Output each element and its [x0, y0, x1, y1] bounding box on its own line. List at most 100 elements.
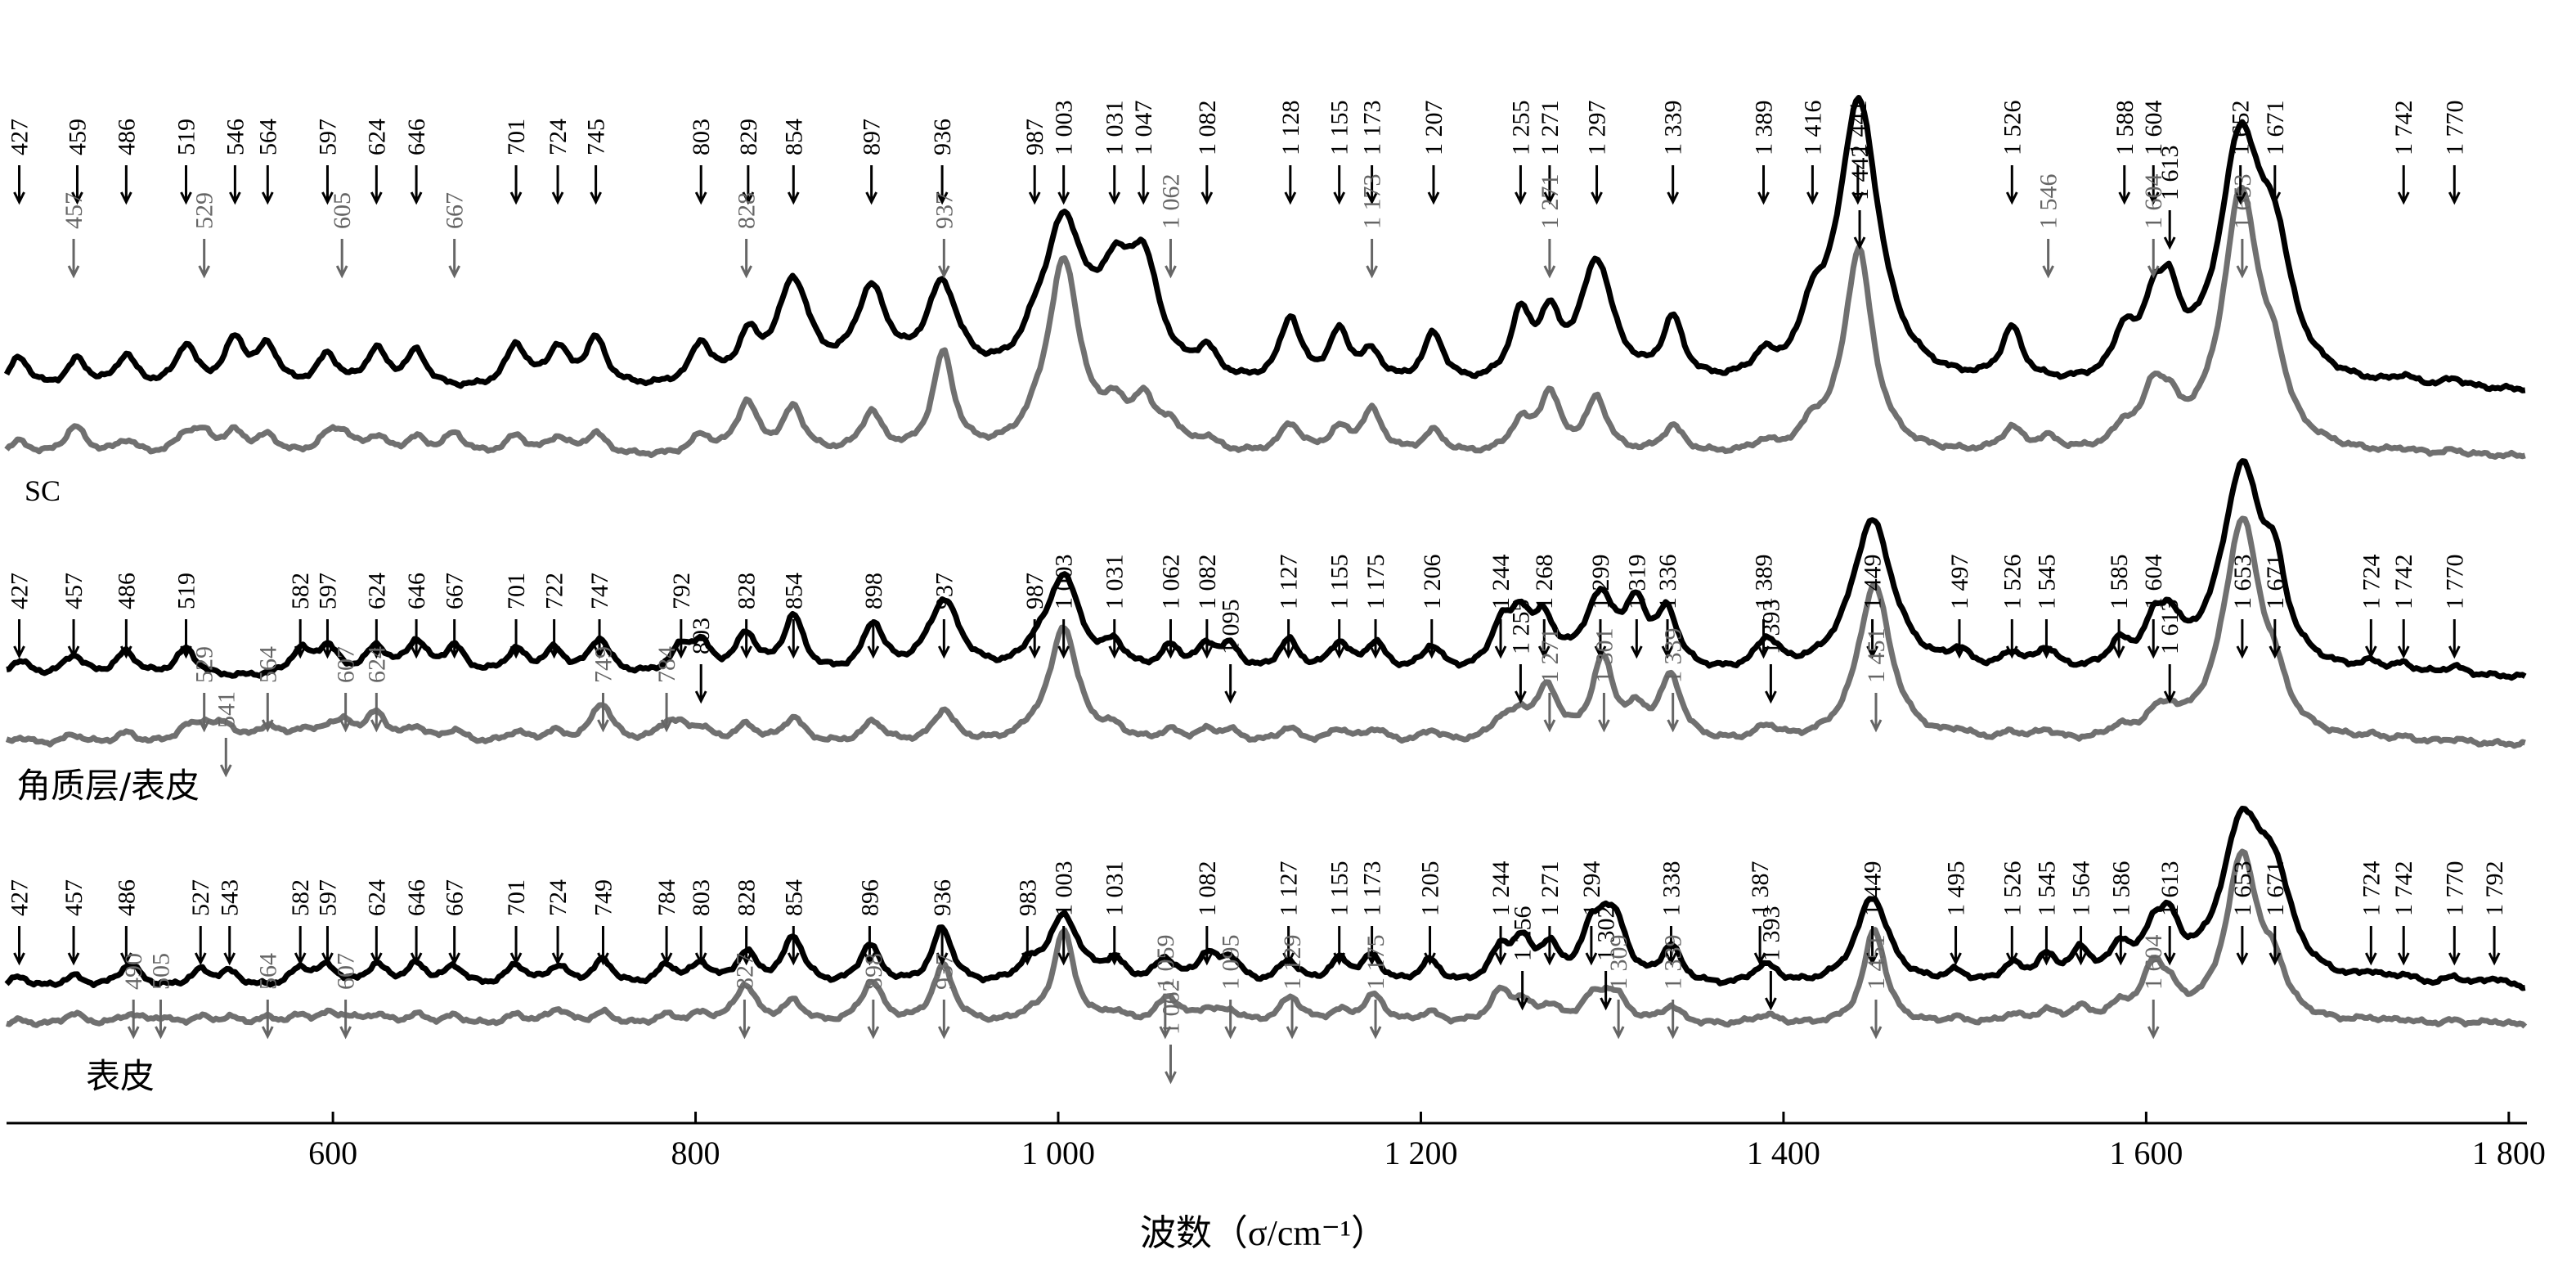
panel-label-stratum-corneum-epidermis: 角质层/表皮: [16, 766, 200, 806]
peak-arrow: [1869, 693, 1883, 733]
peak-label: 701: [503, 119, 530, 155]
peak-label: 1 526: [1999, 555, 2026, 610]
peak-arrow: [1200, 619, 1214, 659]
peak-arrow: [1515, 165, 1527, 205]
peak-arrow: [1057, 165, 1070, 205]
peak-arrow: [321, 926, 334, 966]
peak-arrow: [2040, 926, 2053, 966]
peak-arrow: [1057, 926, 1070, 966]
peak-arrow: [937, 619, 950, 659]
peak-arrow: [261, 165, 274, 205]
peak-label: 486: [113, 573, 140, 609]
peak-arrow: [548, 619, 560, 659]
peak-arrow: [1494, 926, 1507, 966]
peak-label: 605: [329, 192, 356, 229]
peak-arrow: [740, 239, 752, 279]
peak-label: 597: [315, 119, 342, 155]
peak-label: 1 770: [2441, 861, 2468, 917]
peak-arrow: [1165, 1045, 1177, 1085]
peak-arrow: [2448, 619, 2461, 659]
peak-arrow: [937, 239, 950, 279]
peak-arrow: [321, 165, 334, 205]
peak-label: 1 393: [1757, 906, 1784, 962]
peak-label: 722: [541, 573, 568, 609]
peak-label: 457: [61, 879, 88, 916]
peak-label: 803: [688, 618, 715, 654]
peak-label: 803: [688, 879, 715, 916]
peak-arrow: [660, 693, 673, 733]
peak-label: 1 792: [2481, 861, 2508, 917]
peak-arrow: [787, 165, 800, 205]
peak-label: 624: [363, 879, 390, 916]
peak-label: 1 393: [1757, 600, 1784, 655]
peak-label: 1 449: [1860, 555, 1887, 610]
peak-arrow: [937, 1000, 950, 1040]
peak-arrow: [660, 926, 673, 966]
peak-label: 1 127: [1276, 861, 1303, 917]
peak-arrow: [2488, 926, 2501, 966]
peak-label: 936: [929, 879, 956, 916]
peak-arrow: [787, 619, 800, 659]
peak-arrow: [1543, 926, 1556, 966]
peak-arrow: [1284, 165, 1297, 205]
peak-label: 936: [929, 119, 956, 155]
peak-label: 1 671: [2262, 555, 2289, 610]
peak-arrow: [2269, 926, 2282, 966]
peak-arrow: [1515, 664, 1527, 704]
peak-label: 829: [735, 119, 762, 155]
peak-label: 1 128: [1277, 101, 1304, 156]
peak-arrow: [509, 619, 523, 659]
peak-label: 624: [363, 119, 390, 155]
peak-label: 1 653: [2229, 861, 2256, 917]
peak-label: 1 271: [1537, 101, 1564, 156]
peak-label: 1 416: [1799, 101, 1826, 156]
peak-label: 828: [734, 192, 761, 229]
peak-label: 1 302: [1593, 906, 1620, 962]
peak-arrow: [1598, 693, 1610, 733]
peak-arrow: [1543, 165, 1556, 205]
peak-arrow: [1953, 619, 1966, 659]
peak-label: 1 495: [1943, 861, 1970, 917]
x-tick-label: 1 400: [1747, 1135, 1820, 1171]
peak-arrow: [2234, 165, 2247, 205]
peak-arrow: [2397, 619, 2410, 659]
peak-arrow: [1108, 165, 1121, 205]
peak-label: 1 031: [1102, 101, 1129, 156]
peak-label: 1 155: [1326, 555, 1353, 610]
peak-arrow: [229, 165, 241, 205]
peak-arrow: [2236, 239, 2249, 279]
peak-label: 1 299: [1587, 555, 1614, 610]
peak-label: 1 545: [2033, 555, 2060, 610]
peak-arrow: [2163, 926, 2176, 966]
peak-arrow: [180, 619, 192, 659]
peak-label: 1 031: [1102, 861, 1129, 917]
peak-arrow: [1057, 619, 1070, 659]
peak-label: 564: [254, 953, 281, 990]
peak-label: 1 442: [1847, 146, 1874, 201]
peak-arrow: [675, 619, 688, 659]
peak-label: 937: [931, 192, 958, 229]
peak-arrow: [694, 165, 707, 205]
peak-arrow: [1806, 165, 1819, 205]
peak-arrow: [2114, 926, 2127, 966]
peak-label: 897: [859, 119, 886, 155]
peak-arrow: [198, 693, 211, 733]
peak-arrow: [448, 926, 461, 966]
peak-arrow: [1765, 664, 1777, 704]
peak-arrow: [1108, 619, 1121, 659]
x-tick-label: 1 600: [2109, 1135, 2183, 1171]
peak-label: 1 545: [2033, 861, 2060, 917]
peak-label: 1 613: [2156, 861, 2183, 917]
peak-label: 1 387: [1747, 861, 1774, 917]
x-tick-label: 1 000: [1021, 1135, 1095, 1171]
peak-label: 1 671: [2262, 861, 2289, 917]
peak-label: 1 770: [2441, 101, 2468, 156]
peak-label: 1 271: [1537, 174, 1564, 230]
peak-label: 854: [780, 573, 807, 609]
peak-label: 1 271: [1537, 628, 1564, 684]
peak-arrow: [593, 619, 606, 659]
peak-label: 1 297: [1584, 101, 1611, 156]
peak-label: 1 604: [2140, 174, 2167, 230]
peak-arrow: [67, 926, 80, 966]
